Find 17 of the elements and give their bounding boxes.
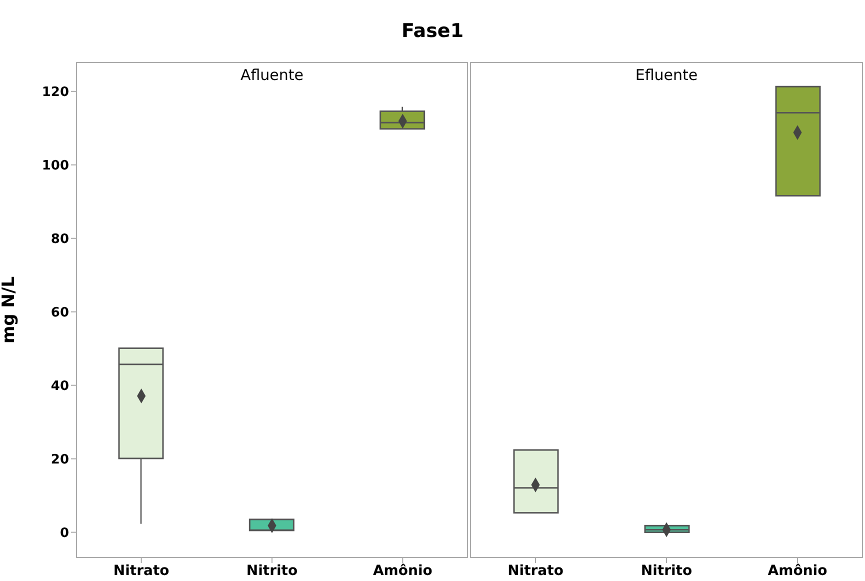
x-tick-label: Nitrato [508,562,564,579]
x-tick-label: Amônio [768,562,828,579]
y-tick-label: 120 [42,85,69,100]
chart-title: Fase1 [400,20,465,42]
y-tick-label: 100 [42,158,69,174]
y-tick-label: 20 [50,452,69,468]
y-tick-label: 0 [60,526,69,541]
y-tick-label: 80 [50,232,69,247]
chart-subtitle: Efluente [634,66,699,84]
x-tick-label: Amônio [372,562,433,579]
x-tick-label: Nitrito [640,562,692,579]
y-tick-label: 60 [50,305,69,320]
y-axis-title: mg N/L [0,276,20,344]
x-tick-label: Nitrato [113,562,170,579]
y-tick-label: 40 [50,378,69,394]
chart-subtitle: Afluente [239,66,305,84]
x-tick-label: Nitrito [246,562,298,579]
